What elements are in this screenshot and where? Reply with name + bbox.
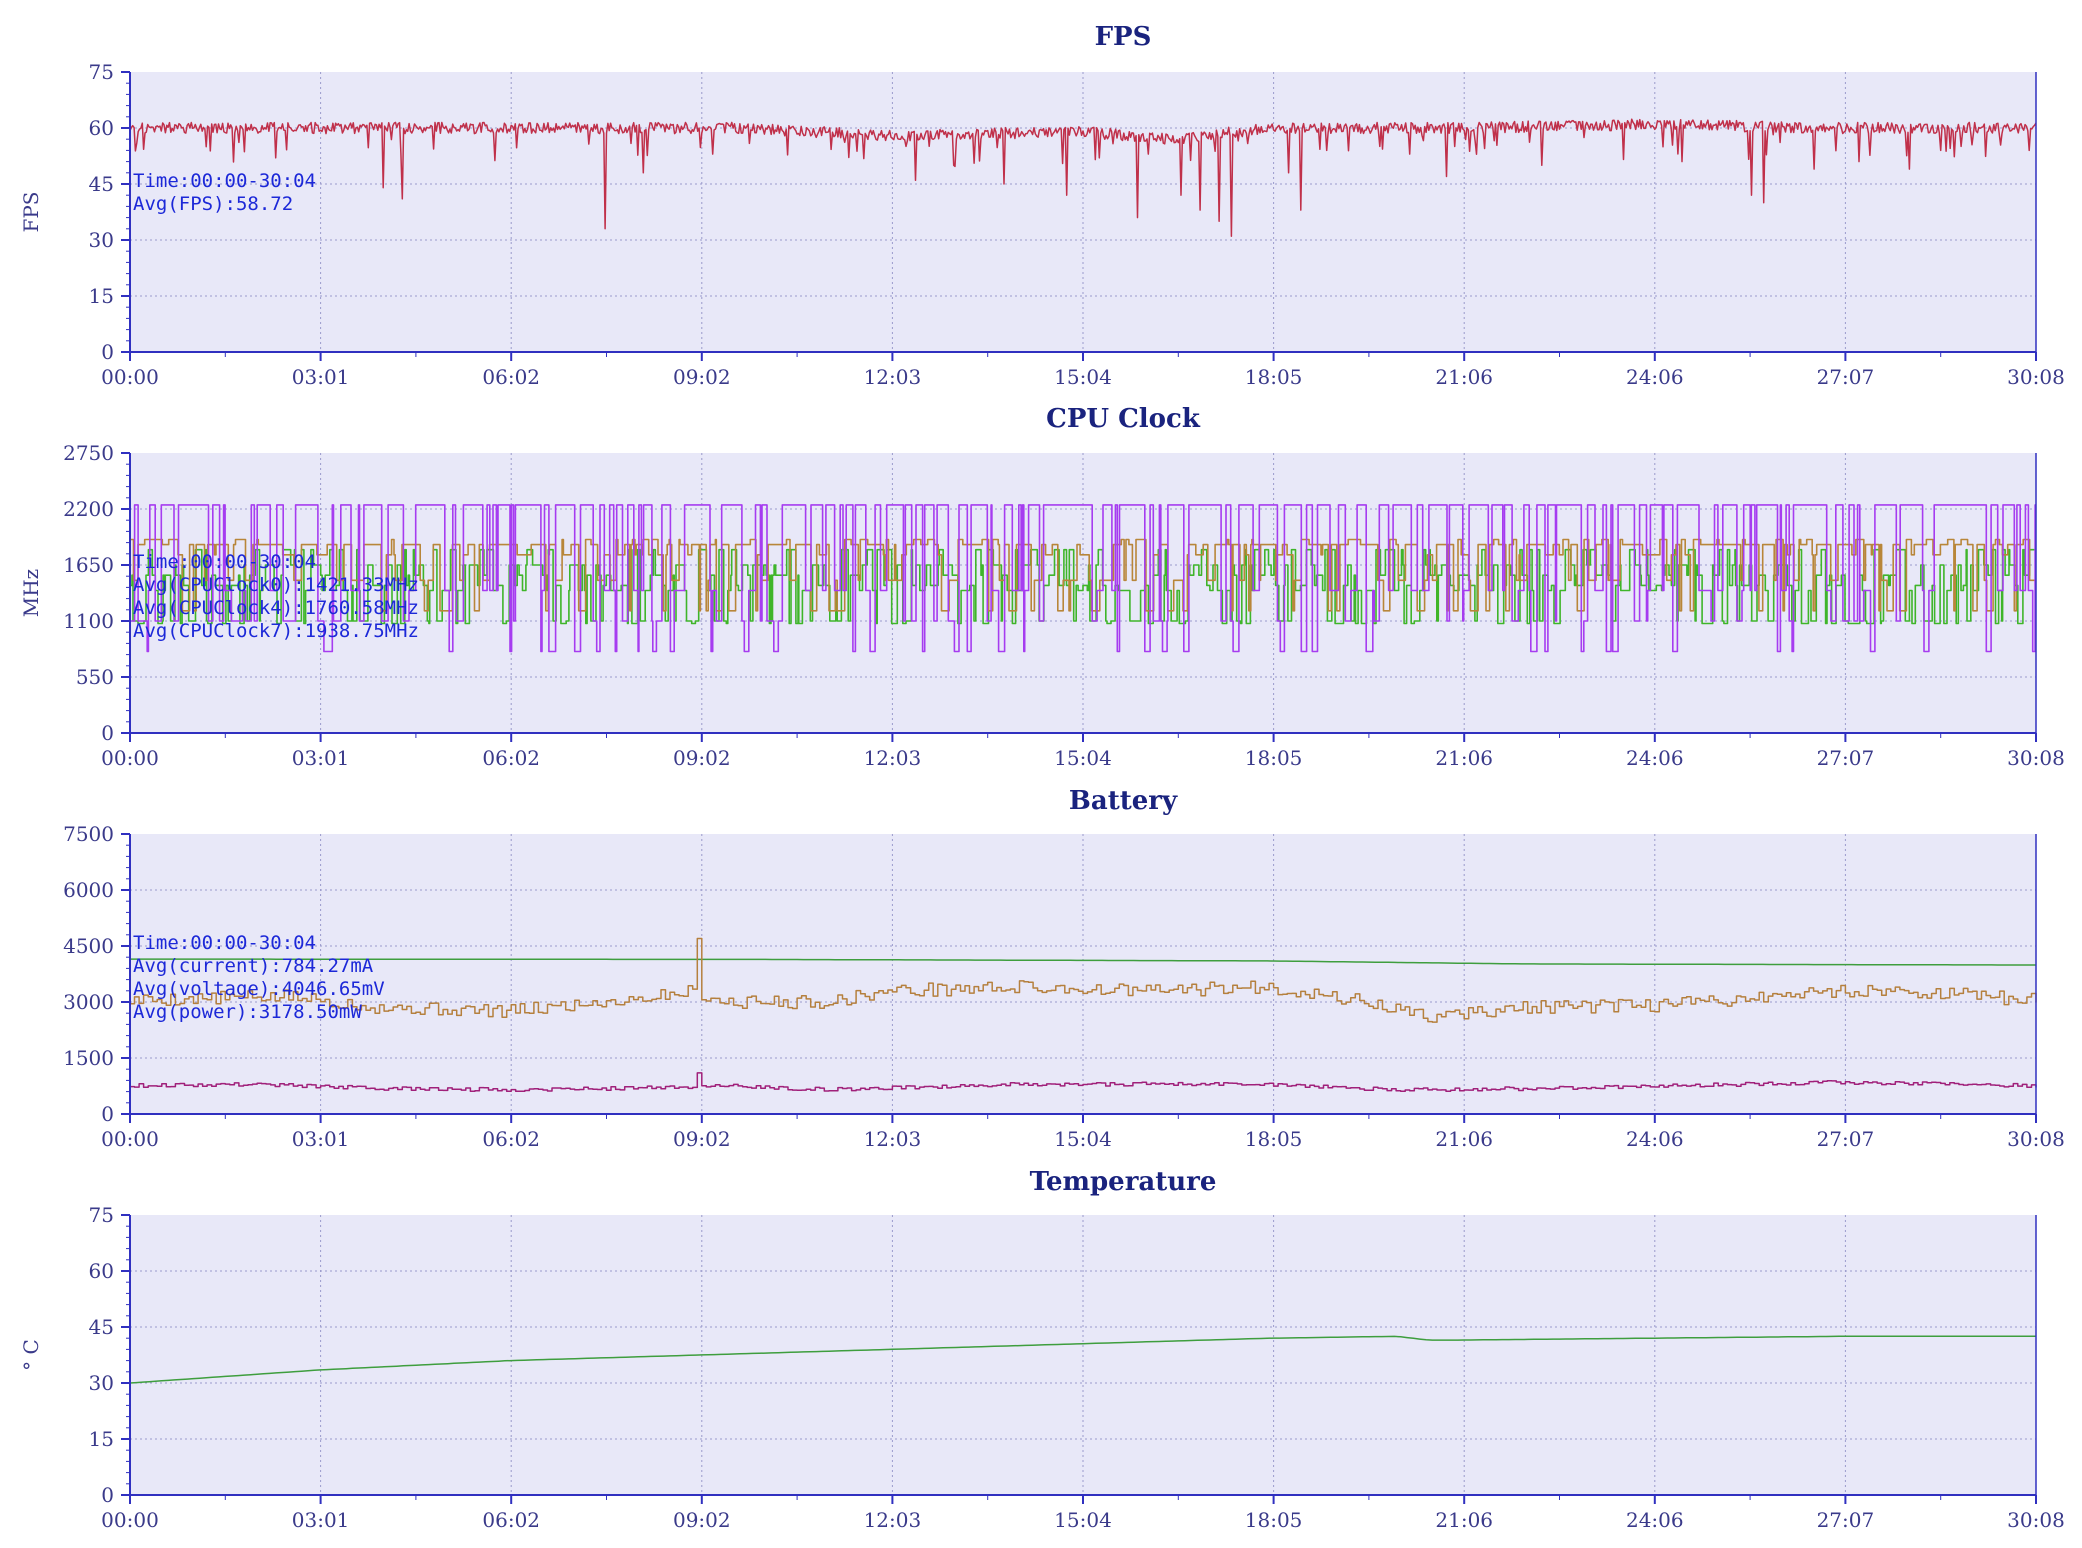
chart-battery: Battery 0 1500 3000 4500 6000 7500 00:00 03:01 06… bbox=[63, 786, 2065, 1151]
x-tick-label: 15:04 bbox=[1054, 1127, 1112, 1151]
series-line-voltage bbox=[130, 958, 2036, 966]
chart-title: FPS bbox=[1095, 22, 1152, 52]
x-tick-label: 30:08 bbox=[2007, 365, 2065, 389]
x-tick-label: 18:05 bbox=[1245, 1508, 1303, 1532]
series-line-cpu7 bbox=[130, 504, 2036, 653]
x-tick-label: 21:06 bbox=[1435, 365, 1493, 389]
chart-title: CPU Clock bbox=[1046, 404, 1201, 434]
x-tick-label: 06:02 bbox=[482, 1127, 540, 1151]
y-tick-label: 0 bbox=[101, 1483, 114, 1507]
y-tick-label: 60 bbox=[89, 116, 114, 140]
y-tick-label: 0 bbox=[101, 721, 114, 745]
x-tick-label: 00:00 bbox=[101, 1508, 159, 1532]
series-line-temp bbox=[129, 1335, 2036, 1384]
y-tick-label: 6000 bbox=[63, 878, 114, 902]
y-tick-label: 0 bbox=[101, 340, 114, 364]
y-tick-label: 75 bbox=[89, 60, 114, 84]
chart-fps: FPS 0 15 30 45 60 75 00:00 03:01 06:02 09:02 12:03 1… bbox=[19, 22, 2065, 389]
x-tick-label: 09:02 bbox=[673, 1508, 731, 1532]
stats-annotation: Avg(voltage):4046.65mV bbox=[133, 978, 385, 1000]
x-tick-label: 21:06 bbox=[1435, 746, 1493, 770]
x-tick-label: 06:02 bbox=[482, 1508, 540, 1532]
y-tick-label: 4500 bbox=[63, 934, 114, 958]
y-tick-label: 30 bbox=[89, 228, 114, 252]
x-tick-label: 30:08 bbox=[2007, 746, 2065, 770]
stats-annotation: Time:00:00-30:04 bbox=[133, 932, 316, 954]
y-tick-label: 2750 bbox=[63, 441, 114, 465]
x-tick-label: 21:06 bbox=[1435, 1508, 1493, 1532]
chart-title: Temperature bbox=[1030, 1167, 1217, 1197]
x-tick-label: 12:03 bbox=[864, 746, 922, 770]
x-tick-label: 06:02 bbox=[482, 365, 540, 389]
x-tick-label: 27:07 bbox=[1817, 746, 1875, 770]
x-tick-label: 18:05 bbox=[1245, 365, 1303, 389]
stats-annotation: Avg(CPUClock7):1938.75MHz bbox=[133, 620, 419, 642]
x-tick-label: 24:06 bbox=[1626, 746, 1684, 770]
x-tick-label: 00:00 bbox=[101, 746, 159, 770]
series-line-fps bbox=[129, 118, 2037, 238]
series-line-current bbox=[130, 1072, 2037, 1093]
x-tick-label: 15:04 bbox=[1054, 365, 1112, 389]
x-tick-label: 03:01 bbox=[292, 1127, 350, 1151]
chart-temperature: Temperature 0 15 30 45 60 75 00:00 03:01 06:02 09:… bbox=[19, 1167, 2065, 1532]
x-tick-label: 18:05 bbox=[1245, 746, 1303, 770]
x-tick-label: 21:06 bbox=[1435, 1127, 1493, 1151]
y-tick-label: 30 bbox=[89, 1371, 114, 1395]
x-tick-label: 09:02 bbox=[673, 365, 731, 389]
y-tick-label: 3000 bbox=[63, 990, 114, 1014]
y-tick-label: 1650 bbox=[63, 553, 114, 577]
y-tick-label: 45 bbox=[89, 172, 114, 196]
x-tick-label: 09:02 bbox=[673, 1127, 731, 1151]
y-axis-label: ° C bbox=[19, 1339, 43, 1371]
y-axis-label: FPS bbox=[19, 191, 43, 232]
x-tick-label: 15:04 bbox=[1054, 746, 1112, 770]
x-tick-label: 12:03 bbox=[864, 365, 922, 389]
x-tick-label: 00:00 bbox=[101, 365, 159, 389]
y-tick-label: 60 bbox=[89, 1259, 114, 1283]
chart-cpu: CPU Clock 0 550 1100 1650 2200 2750 00:00 03:01 0… bbox=[19, 404, 2065, 770]
x-tick-label: 00:00 bbox=[101, 1127, 159, 1151]
x-tick-label: 03:01 bbox=[292, 1508, 350, 1532]
x-tick-label: 24:06 bbox=[1626, 1508, 1684, 1532]
stats-annotation: Avg(CPUClock0):1421.33MHz bbox=[133, 574, 419, 596]
y-tick-label: 1500 bbox=[63, 1046, 114, 1070]
x-tick-label: 27:07 bbox=[1817, 1127, 1875, 1151]
y-tick-label: 2200 bbox=[63, 497, 114, 521]
stats-annotation: Avg(FPS):58.72 bbox=[133, 193, 293, 215]
series-line-cpu0 bbox=[130, 548, 2037, 625]
x-tick-label: 03:01 bbox=[292, 365, 350, 389]
x-tick-label: 09:02 bbox=[673, 746, 731, 770]
y-tick-label: 0 bbox=[101, 1102, 114, 1126]
y-tick-label: 7500 bbox=[63, 822, 114, 846]
y-tick-label: 15 bbox=[89, 284, 114, 308]
x-tick-label: 27:07 bbox=[1817, 1508, 1875, 1532]
y-tick-label: 1100 bbox=[63, 609, 114, 633]
x-tick-label: 30:08 bbox=[2007, 1508, 2065, 1532]
x-tick-label: 24:06 bbox=[1626, 1127, 1684, 1151]
stats-annotation: Avg(power):3178.50mW bbox=[133, 1001, 362, 1023]
series-line-power bbox=[130, 937, 2037, 1023]
x-tick-label: 18:05 bbox=[1245, 1127, 1303, 1151]
stats-annotation: Avg(current):784.27mA bbox=[133, 955, 374, 977]
stats-annotation: Avg(CPUClock4):1760.58MHz bbox=[133, 597, 419, 619]
x-tick-label: 15:04 bbox=[1054, 1508, 1112, 1532]
x-tick-label: 12:03 bbox=[864, 1508, 922, 1532]
y-axis-label: MHz bbox=[19, 569, 43, 617]
y-tick-label: 15 bbox=[89, 1427, 114, 1451]
x-tick-label: 27:07 bbox=[1817, 365, 1875, 389]
y-tick-label: 550 bbox=[76, 665, 114, 689]
x-tick-label: 12:03 bbox=[864, 1127, 922, 1151]
stats-annotation: Time:00:00-30:04 bbox=[133, 551, 316, 573]
stats-annotation: Time:00:00-30:04 bbox=[133, 170, 316, 192]
x-tick-label: 24:06 bbox=[1626, 365, 1684, 389]
x-tick-label: 06:02 bbox=[482, 746, 540, 770]
y-tick-label: 45 bbox=[89, 1315, 114, 1339]
x-tick-label: 03:01 bbox=[292, 746, 350, 770]
chart-title: Battery bbox=[1069, 786, 1178, 816]
y-tick-label: 75 bbox=[89, 1203, 114, 1227]
x-tick-label: 30:08 bbox=[2007, 1127, 2065, 1151]
